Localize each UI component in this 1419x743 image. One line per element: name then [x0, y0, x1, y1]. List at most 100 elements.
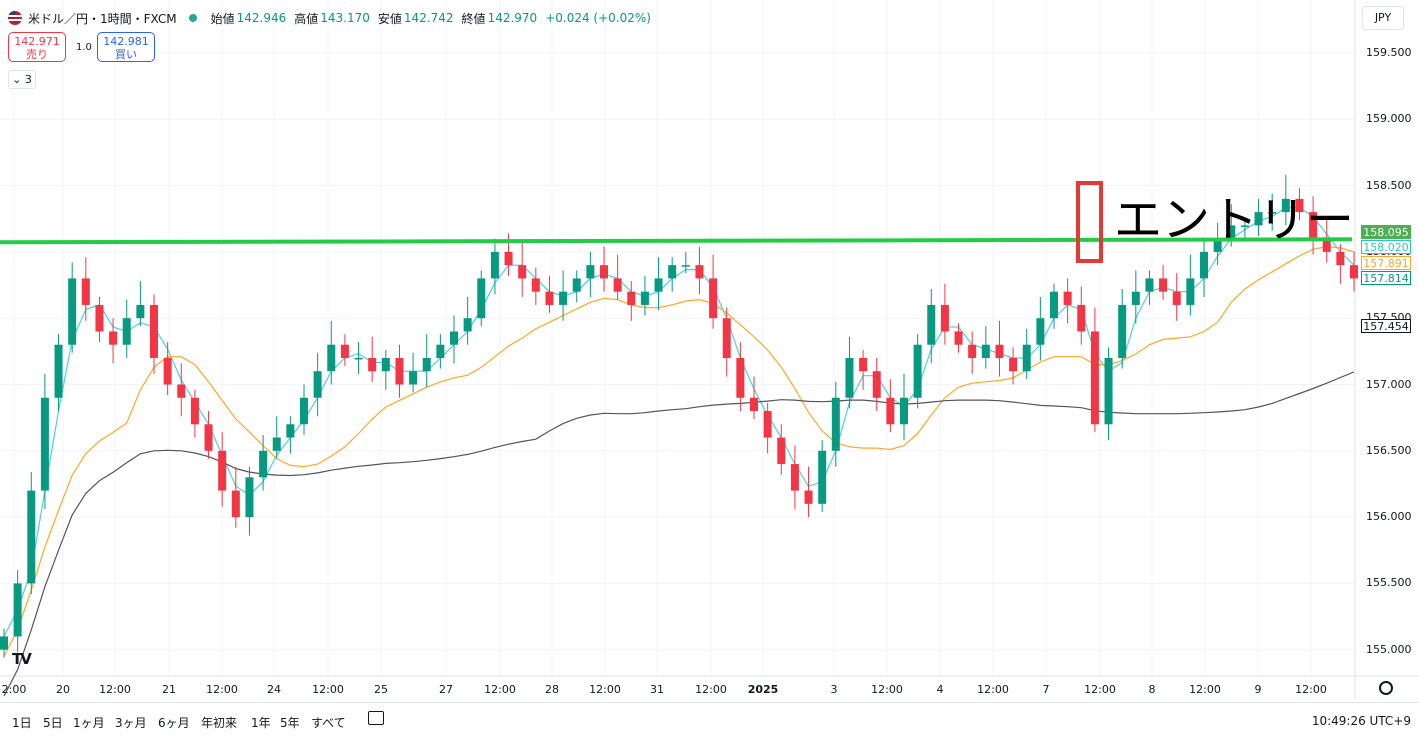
spread-value: 1.0 [76, 42, 92, 53]
timeframe-button[interactable]: 年初来 [201, 716, 238, 730]
candle-body [954, 331, 963, 345]
candle-body [327, 344, 336, 372]
candle-body [340, 344, 349, 358]
candle-body [1227, 225, 1236, 239]
x-tick-label: 24 [267, 683, 281, 696]
entry-marker-box [1076, 181, 1103, 263]
market-status-dot-icon [188, 14, 197, 22]
candle-body [1145, 278, 1154, 292]
candle-body [600, 265, 608, 279]
indicator-count: 3 [24, 73, 32, 86]
candle-body [1322, 238, 1331, 252]
x-tick-label: 28 [545, 683, 559, 696]
buy-price: 142.981 [103, 35, 149, 48]
date-range-icon[interactable] [368, 711, 384, 725]
indicator-toggle-button[interactable]: ⌄ 3 [8, 70, 36, 89]
x-tick-label: 12:00 [312, 683, 344, 696]
candle-body [995, 344, 1004, 358]
candle-body [1009, 357, 1018, 372]
us-flag-icon [8, 11, 22, 25]
x-tick-label: 3 [830, 683, 838, 696]
candle-body [790, 464, 799, 491]
x-tick-label: 21 [162, 683, 176, 696]
candle-body [1309, 212, 1318, 239]
resistance-line [0, 237, 1353, 245]
timeframe-button[interactable]: 1年 [251, 716, 271, 730]
symbol-title[interactable]: 米ドル／円・1時間・FXCM [28, 11, 177, 26]
candle-body [1186, 278, 1195, 305]
timeframe-button[interactable]: すべて [311, 716, 346, 730]
y-tick-label: 159.500 [1366, 46, 1412, 59]
timeframe-button[interactable]: 6ヶ月 [158, 716, 190, 730]
candle-body [640, 291, 649, 305]
candle-body [613, 278, 622, 292]
candle-body [859, 357, 868, 372]
candle-body [572, 278, 581, 292]
timeframe-button[interactable]: 5日 [43, 716, 63, 730]
candle-body [245, 477, 254, 518]
candle-body [1200, 251, 1208, 279]
tradingview-logo-icon[interactable]: TV [12, 650, 32, 668]
candle-body [259, 450, 268, 478]
candle-body [354, 357, 363, 360]
candle-body [1295, 198, 1304, 213]
candle-body [1131, 291, 1140, 305]
candle-body [872, 371, 881, 398]
price-tag: 157.814 [1361, 271, 1411, 285]
candle-body [1036, 318, 1045, 345]
candle-body [654, 278, 663, 292]
buy-button[interactable]: 142.981 買い [97, 32, 155, 62]
candle-body [1254, 212, 1263, 226]
candle-body [272, 437, 281, 451]
sell-price: 142.971 [14, 35, 60, 48]
settings-gear-icon[interactable] [1379, 681, 1393, 695]
candle-body [940, 304, 949, 332]
candle-body [695, 265, 704, 279]
buy-label: 買い [115, 48, 137, 61]
candle-body [300, 397, 308, 425]
x-tick-label: 12:00 [589, 683, 621, 696]
candle-body [709, 278, 718, 319]
candle-body [927, 304, 936, 345]
candle-body [1104, 357, 1113, 425]
candle-body [804, 490, 813, 504]
candle-body [777, 437, 786, 465]
candle-body [968, 344, 977, 358]
candle-body [1172, 291, 1181, 305]
price-tag: 158.020 [1361, 240, 1411, 254]
high-value: 143.170 [320, 11, 370, 25]
x-tick-label: 25 [374, 683, 388, 696]
candle-body [177, 384, 186, 398]
sell-label: 売り [26, 48, 48, 61]
x-tick-label: 12:00 [484, 683, 516, 696]
candle-body [981, 344, 990, 358]
x-tick-label: 12:00 [695, 683, 727, 696]
currency-selector[interactable]: JPY [1362, 6, 1404, 30]
candle-body [1336, 251, 1345, 266]
timeframe-button[interactable]: 3ヶ月 [115, 716, 147, 730]
candle-body [95, 304, 104, 332]
candle-body [681, 265, 690, 267]
change-value: +0.024 (+0.02%) [545, 11, 651, 25]
candle-body [1050, 291, 1058, 319]
close-value: 142.970 [487, 11, 538, 25]
x-tick-label: 12:00 [99, 683, 131, 696]
candle-body [627, 291, 636, 305]
clock-display[interactable]: 10:49:26 UTC+9 [1311, 714, 1411, 728]
timeframe-button[interactable]: 1ヶ月 [73, 716, 105, 730]
candle-body [504, 251, 513, 266]
sell-button[interactable]: 142.971 売り [8, 32, 66, 62]
x-tick-label: 20 [56, 683, 70, 696]
low-value: 142.742 [403, 11, 454, 25]
candle-body [1213, 238, 1222, 252]
candle-body [409, 371, 418, 385]
x-tick-label: 12:00 [871, 683, 903, 696]
timeframe-button[interactable]: 1日 [12, 716, 32, 730]
candle-body [1063, 291, 1072, 305]
x-tick-label: 12:00 [977, 683, 1009, 696]
timeframe-button[interactable]: 5年 [280, 716, 300, 730]
candle-body [231, 490, 240, 518]
x-tick-label: 12:00 [1295, 683, 1327, 696]
low-label: 安値 [377, 11, 402, 26]
